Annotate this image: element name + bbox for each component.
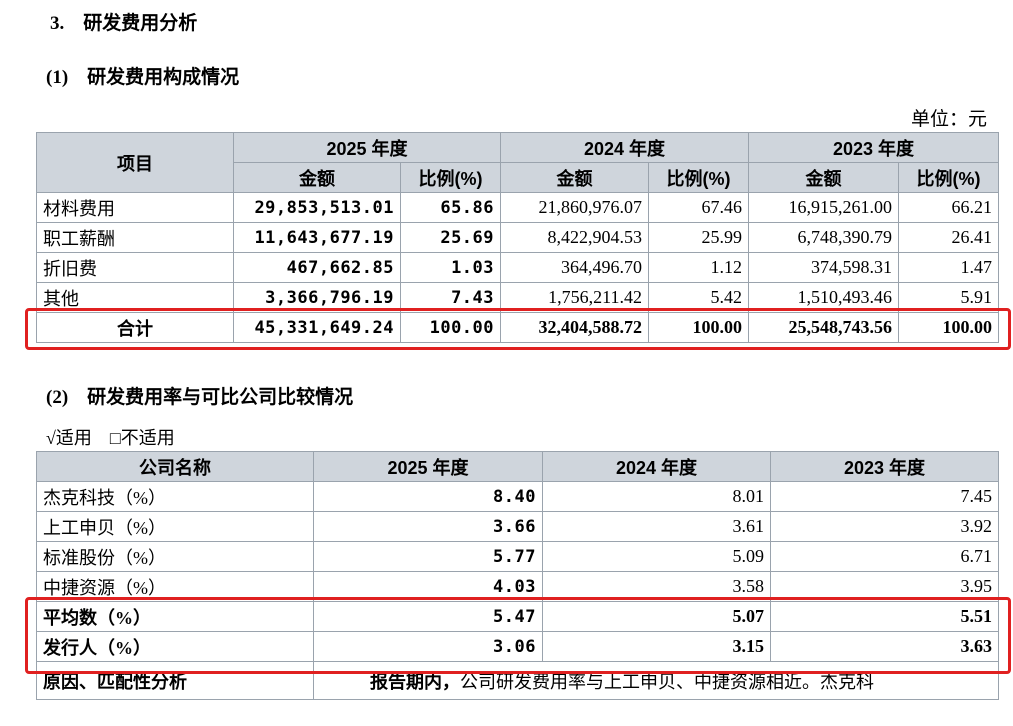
- rd-expense-composition-table: 项目 2025 年度 2024 年度 2023 年度 金额 比例(%) 金额 比…: [36, 132, 1000, 343]
- cell-value: 5.91: [898, 282, 1000, 313]
- header-year-2023: 2023 年度: [770, 451, 999, 482]
- cell-value: 5.77: [313, 541, 543, 572]
- cell-value: 6,748,390.79: [748, 222, 900, 253]
- table-row: 杰克科技（%） 8.40 8.01 7.45: [36, 481, 999, 512]
- table-row-average: 平均数（%） 5.47 5.07 5.51: [36, 601, 999, 632]
- header-ratio: 比例(%): [399, 162, 502, 193]
- cell-value: 3.92: [770, 511, 999, 542]
- cell-value: 29,853,513.01: [233, 192, 401, 223]
- subsection-heading-comparison: (2) 研发费用率与可比公司比较情况: [46, 387, 354, 408]
- reason-text-cell: 报告期内，公司研发费用率与上工申贝、中捷资源相近。杰克科: [313, 661, 999, 700]
- cell-value: 8.01: [542, 481, 771, 512]
- header-amount: 金额: [500, 162, 650, 193]
- cell-value: 100.00: [648, 312, 750, 343]
- cell-value: 4.03: [313, 571, 543, 602]
- cell-value: 8.40: [313, 481, 543, 512]
- cell-value: 66.21: [898, 192, 1000, 223]
- header-year-2025: 2025 年度: [232, 132, 502, 163]
- row-label: 折旧费: [36, 252, 234, 283]
- row-label: 发行人（%）: [36, 631, 314, 662]
- cell-value: 3.15: [542, 631, 771, 662]
- table-row: 标准股份（%） 5.77 5.09 6.71: [36, 541, 999, 572]
- table-row: 上工申贝（%） 3.66 3.61 3.92: [36, 511, 999, 542]
- cell-value: 1,510,493.46: [748, 282, 900, 313]
- cell-value: 11,643,677.19: [233, 222, 401, 253]
- row-label: 平均数（%）: [36, 601, 314, 632]
- cell-value: 3.63: [770, 631, 999, 662]
- cell-value: 3.95: [770, 571, 999, 602]
- header-item: 项目: [36, 132, 234, 193]
- cell-value: 5.07: [542, 601, 771, 632]
- table-row: 职工薪酬 11,643,677.19 25.69 8,422,904.53 25…: [36, 222, 1000, 253]
- cell-value: 5.42: [648, 282, 750, 313]
- row-label: 中捷资源（%）: [36, 571, 314, 602]
- row-label: 杰克科技（%）: [36, 481, 314, 512]
- applicability-checkbox-line: √适用 □不适用: [46, 428, 175, 448]
- cell-value: 21,860,976.07: [500, 192, 650, 223]
- table-row-total: 合计 45,331,649.24 100.00 32,404,588.72 10…: [36, 312, 1000, 343]
- cell-value: 1.47: [898, 252, 1000, 283]
- cell-value: 45,331,649.24: [233, 312, 401, 343]
- reason-text-bold: 报告期内，: [370, 671, 460, 692]
- cell-value: 5.47: [313, 601, 543, 632]
- cell-value: 3.58: [542, 571, 771, 602]
- row-label: 上工申贝（%）: [36, 511, 314, 542]
- cell-value: 16,915,261.00: [748, 192, 900, 223]
- cell-value: 32,404,588.72: [500, 312, 650, 343]
- unit-label: 单位：元: [910, 109, 987, 130]
- row-label-reason: 原因、匹配性分析: [36, 661, 314, 700]
- cell-value: 3.61: [542, 511, 771, 542]
- cell-value: 5.09: [542, 541, 771, 572]
- row-label: 标准股份（%）: [36, 541, 314, 572]
- header-year-2023: 2023 年度: [748, 132, 1000, 163]
- cell-value: 100.00: [399, 312, 502, 343]
- cell-value: 25.69: [399, 222, 502, 253]
- header-company: 公司名称: [36, 451, 314, 482]
- cell-value: 25,548,743.56: [748, 312, 900, 343]
- table-row: 中捷资源（%） 4.03 3.58 3.95: [36, 571, 999, 602]
- cell-value: 6.71: [770, 541, 999, 572]
- table-row-reason: 原因、匹配性分析 报告期内，公司研发费用率与上工申贝、中捷资源相近。杰克科: [36, 661, 999, 700]
- cell-value: 26.41: [898, 222, 1000, 253]
- header-ratio: 比例(%): [898, 162, 1000, 193]
- table-row: 折旧费 467,662.85 1.03 364,496.70 1.12 374,…: [36, 252, 1000, 283]
- row-label-total: 合计: [36, 312, 234, 343]
- cell-value: 374,598.31: [748, 252, 900, 283]
- cell-value: 7.43: [399, 282, 502, 313]
- table-row-issuer: 发行人（%） 3.06 3.15 3.63: [36, 631, 999, 662]
- row-label: 其他: [36, 282, 234, 313]
- cell-value: 8,422,904.53: [500, 222, 650, 253]
- cell-value: 467,662.85: [233, 252, 401, 283]
- cell-value: 1.12: [648, 252, 750, 283]
- table-row: 其他 3,366,796.19 7.43 1,756,211.42 5.42 1…: [36, 282, 1000, 313]
- cell-value: 3,366,796.19: [233, 282, 401, 313]
- subsection-heading-composition: (1) 研发费用构成情况: [46, 67, 240, 88]
- row-label: 材料费用: [36, 192, 234, 223]
- table-row: 材料费用 29,853,513.01 65.86 21,860,976.07 6…: [36, 192, 1000, 223]
- header-amount: 金额: [748, 162, 900, 193]
- header-ratio: 比例(%): [648, 162, 750, 193]
- header-year-2025: 2025 年度: [313, 451, 543, 482]
- cell-value: 65.86: [399, 192, 502, 223]
- rd-rate-comparison-table: 公司名称 2025 年度 2024 年度 2023 年度 杰克科技（%） 8.4…: [36, 451, 999, 700]
- cell-value: 1,756,211.42: [500, 282, 650, 313]
- cell-value: 3.06: [313, 631, 543, 662]
- header-year-2024: 2024 年度: [542, 451, 771, 482]
- cell-value: 5.51: [770, 601, 999, 632]
- cell-value: 25.99: [648, 222, 750, 253]
- section-heading: 3. 研发费用分析: [50, 13, 198, 34]
- cell-value: 100.00: [898, 312, 1000, 343]
- cell-value: 364,496.70: [500, 252, 650, 283]
- cell-value: 7.45: [770, 481, 999, 512]
- header-amount: 金额: [233, 162, 401, 193]
- reason-text: 公司研发费用率与上工申贝、中捷资源相近。杰克科: [460, 671, 874, 692]
- cell-value: 3.66: [313, 511, 543, 542]
- header-year-2024: 2024 年度: [500, 132, 750, 163]
- cell-value: 1.03: [399, 252, 502, 283]
- cell-value: 67.46: [648, 192, 750, 223]
- row-label: 职工薪酬: [36, 222, 234, 253]
